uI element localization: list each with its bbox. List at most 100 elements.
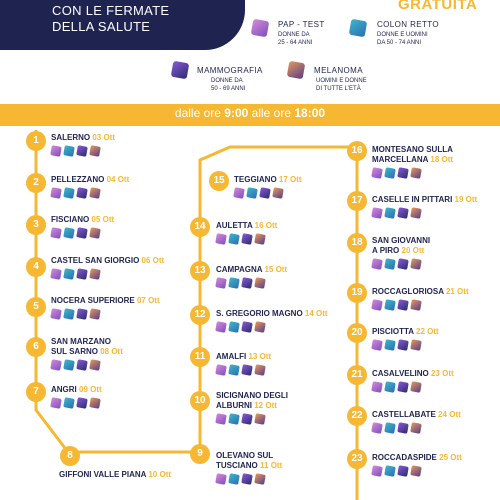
pap-test-icon	[50, 359, 62, 371]
stop-name: CASELLE IN PITTARI	[372, 195, 453, 204]
stop-name: CASTELLABATE	[372, 410, 436, 419]
stop-name-line2: ALBURNI	[216, 401, 252, 410]
stop-label: PISCIOTTA 22 Ott	[372, 327, 439, 337]
stop-date: 13 Ott	[248, 352, 272, 361]
pap-test-icon	[50, 308, 62, 320]
stop-label: ROCCADASPIDE 25 Ott	[372, 453, 462, 463]
screening-icons	[371, 167, 422, 179]
screening-icons	[50, 227, 101, 239]
screening-icons	[215, 321, 266, 333]
stop-date: 06 Ott	[141, 256, 165, 265]
screening-icons	[215, 233, 266, 245]
mammografia-icon	[241, 413, 253, 425]
mammografia-icon	[241, 321, 253, 333]
pap-test-icon	[371, 167, 383, 179]
stop-name: CAMPAGNA	[216, 265, 263, 274]
stop-label: CASELLE IN PITTARI 19 Ott	[372, 195, 477, 205]
colon-retto-icon	[228, 413, 240, 425]
colon-retto-icon	[63, 397, 75, 409]
melanoma-icon	[89, 308, 101, 320]
stop-number: 5	[26, 297, 46, 317]
mammografia-icon	[397, 258, 409, 270]
melanoma-icon	[254, 277, 266, 289]
stop-date: 15 Ott	[264, 265, 288, 274]
colon-retto-icon	[228, 277, 240, 289]
melanoma-icon	[410, 299, 422, 311]
stop-number: 2	[26, 173, 46, 193]
stop-label: CASTELLABATE 24 Ott	[372, 410, 461, 420]
stop-label: SAN MARZANO SUL SARNO 08 Ott	[51, 337, 123, 357]
pap-test-icon	[50, 187, 62, 199]
mammografia-icon	[241, 473, 253, 485]
stop-name: PISCIOTTA	[372, 327, 414, 336]
melanoma-icon	[254, 321, 266, 333]
stop-name-line2: TUSCIANO	[216, 461, 258, 470]
stop-date: 11 Ott	[260, 461, 283, 470]
melanoma-icon	[254, 233, 266, 245]
stop-date: 04 Ott	[106, 175, 130, 184]
colon-retto-icon	[228, 364, 240, 376]
stop-label: NOCERA SUPERIORE 07 Ott	[51, 296, 160, 306]
stop-name: S. GREGORIO MAGNO	[216, 309, 303, 318]
legend-mela-desc-2: DI TUTTE L'ETÀ	[316, 86, 361, 92]
pap-test-icon	[215, 233, 227, 245]
header-line-1: CON LE FERMATE	[52, 3, 170, 18]
stop-number: 12	[190, 305, 210, 325]
hours-start: 9:00	[224, 106, 249, 120]
stop-name-line2: MARCELLANA	[372, 155, 429, 164]
stop-date: 16 Ott	[254, 221, 278, 230]
pap-test-icon	[50, 145, 62, 157]
mammografia-icon	[76, 268, 88, 280]
stop-number: 21	[347, 365, 367, 385]
mammografia-icon	[76, 308, 88, 320]
legend-pap-desc-2: 25 - 64 ANNI	[278, 40, 313, 46]
stop-label: AMALFI 13 Ott	[216, 352, 271, 362]
stop-label: SAN GIOVANNI A PIRO 20 Ott	[372, 236, 430, 256]
hours-text: dalle ore 9:00 alle ore 18:00	[0, 106, 500, 120]
stop-name: PELLEZZANO	[51, 175, 105, 184]
stop-date: 23 Ott	[430, 369, 454, 378]
stop-number: 18	[347, 233, 367, 253]
colon-retto-icon	[384, 465, 396, 477]
screening-icons	[371, 422, 422, 434]
stop-date: 03 Ott	[92, 133, 116, 142]
stop-name: ANGRI	[51, 385, 77, 394]
legend-mammo-desc-1: DONNE DA	[211, 78, 243, 84]
melanoma-icon	[410, 422, 422, 434]
colon-retto-icon	[384, 339, 396, 351]
stop-number: 16	[347, 141, 367, 161]
mammografia-icon	[397, 465, 409, 477]
mammografia-icon	[259, 187, 271, 199]
screening-icons	[371, 465, 422, 477]
stop-number: 4	[26, 257, 46, 277]
screening-icons	[371, 381, 422, 393]
colon-retto-icon	[63, 187, 75, 199]
stop-number: 15	[209, 171, 229, 191]
colon-retto-icon	[384, 258, 396, 270]
stop-number: 22	[347, 406, 367, 426]
mammografia-icon	[397, 207, 409, 219]
stop-date: 18 Ott	[430, 155, 454, 164]
mammografia-icon	[76, 187, 88, 199]
screening-icons	[215, 413, 266, 425]
stop-name: MONTESANO SULLA	[372, 145, 453, 154]
pap-test-icon	[215, 473, 227, 485]
colon-retto-icon	[63, 359, 75, 371]
stop-label: AULETTA 16 Ott	[216, 221, 277, 231]
header-line-2: DELLA SALUTE	[52, 19, 151, 34]
screening-icons	[371, 339, 422, 351]
stop-date: 20 Ott	[401, 246, 425, 255]
screening-icons	[50, 308, 101, 320]
stop-date: 14 Ott	[304, 309, 328, 318]
stop-label: CASALVELINO 23 Ott	[372, 369, 454, 379]
screening-icons	[50, 145, 101, 157]
legend-colon-title: COLON RETTO	[377, 20, 440, 29]
legend-pap-title: PAP - TEST	[278, 20, 325, 29]
stop-date: 09 Ott	[79, 385, 102, 394]
stop-label: TEGGIANO 17 Ott	[234, 175, 302, 185]
screening-icons	[371, 258, 422, 270]
melanoma-icon	[272, 187, 284, 199]
stop-name: SAN MARZANO	[51, 337, 111, 346]
stop-date: 12 Ott	[254, 401, 277, 410]
stop-name: CASALVELINO	[372, 369, 429, 378]
